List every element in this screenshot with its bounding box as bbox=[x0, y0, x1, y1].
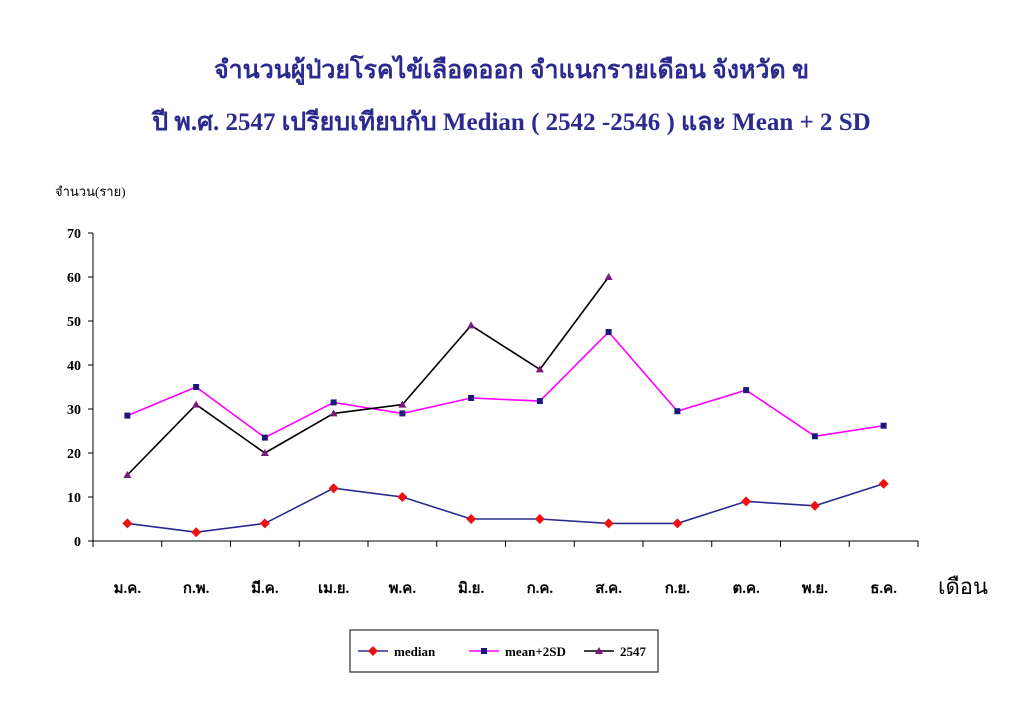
data-point bbox=[672, 518, 683, 529]
data-point bbox=[193, 384, 200, 390]
legend-marker bbox=[595, 647, 603, 654]
data-point bbox=[674, 408, 681, 415]
data-point bbox=[809, 500, 820, 511]
x-tick-label: ก.ค. bbox=[527, 581, 554, 597]
series-2547 bbox=[123, 273, 613, 478]
y-tick-label: 50 bbox=[67, 315, 81, 330]
data-point bbox=[603, 518, 614, 529]
data-point bbox=[467, 321, 476, 329]
x-tick-label: พ.ค. bbox=[389, 581, 417, 597]
x-axis-label: เดือน bbox=[938, 574, 988, 599]
y-axis-label: จำนวน(ราย) bbox=[55, 184, 126, 199]
data-point bbox=[535, 365, 544, 373]
plot-area bbox=[122, 273, 889, 538]
legend-label: median bbox=[394, 644, 436, 659]
series-mean+2SD bbox=[124, 329, 887, 441]
x-tick-label: ต.ค. bbox=[732, 581, 760, 597]
series-median bbox=[122, 478, 889, 538]
data-point bbox=[880, 422, 887, 429]
data-point bbox=[741, 496, 752, 507]
series-line bbox=[127, 483, 884, 534]
chart-title-line-2: ปี พ.ศ. 2547 เปรียบเทียบกับ Median ( 254… bbox=[152, 109, 871, 136]
x-tick-label: เม.ย. bbox=[318, 581, 350, 597]
data-point bbox=[743, 387, 750, 394]
data-point bbox=[191, 527, 202, 538]
x-tick-label: มี.ค. bbox=[251, 580, 279, 597]
data-point bbox=[466, 514, 477, 524]
data-point bbox=[534, 514, 545, 524]
legend-marker bbox=[481, 648, 487, 654]
data-point bbox=[329, 409, 338, 417]
x-tick-label: พ.ย. bbox=[802, 581, 828, 597]
data-point bbox=[397, 492, 408, 502]
data-point bbox=[399, 410, 406, 417]
x-tick-label: ธ.ค. bbox=[870, 581, 897, 597]
x-tick-label: ก.พ. bbox=[183, 581, 210, 597]
y-tick-label: 0 bbox=[74, 535, 81, 550]
data-point bbox=[604, 273, 613, 280]
data-point bbox=[605, 329, 612, 335]
data-point bbox=[259, 518, 270, 529]
axes: 0 10 20 30 40 50 60 70 ม.ค. ก.พ. มี.ค. เม.ย. พ.ค. มิ.… bbox=[67, 227, 919, 597]
data-point bbox=[260, 449, 269, 456]
y-tick-label: 40 bbox=[67, 359, 81, 374]
legend-label: mean+2SD bbox=[505, 644, 566, 659]
y-tick-label: 20 bbox=[67, 447, 81, 462]
data-point bbox=[536, 398, 543, 405]
data-point bbox=[261, 434, 268, 441]
data-point bbox=[398, 400, 407, 408]
legend-marker bbox=[368, 646, 378, 656]
x-tick-label: ส.ค. bbox=[595, 581, 622, 597]
legend: median mean+2SD 2547 bbox=[349, 629, 659, 673]
x-tick-label: ก.ย. bbox=[665, 581, 691, 597]
chart-title-line-1: จำนวนผู้ป่วยโรคไข้เลือดออก จำแนกรายเดือน… bbox=[213, 57, 810, 84]
data-point bbox=[330, 399, 337, 406]
data-point bbox=[468, 395, 475, 401]
data-point bbox=[192, 400, 201, 408]
x-tick-label: ม.ค. bbox=[114, 581, 142, 597]
y-tick-label: 70 bbox=[67, 227, 81, 242]
data-point bbox=[878, 478, 889, 489]
legend-label: 2547 bbox=[620, 644, 647, 659]
data-point bbox=[124, 412, 131, 419]
y-tick-label: 10 bbox=[67, 491, 81, 506]
y-tick-label: 30 bbox=[67, 403, 81, 418]
data-point bbox=[328, 483, 339, 494]
x-tick-label: มิ.ย. bbox=[458, 579, 484, 597]
series-line bbox=[126, 276, 610, 476]
data-point bbox=[123, 471, 132, 478]
y-tick-label: 60 bbox=[67, 271, 81, 286]
series-line bbox=[127, 330, 884, 439]
data-point bbox=[122, 518, 133, 529]
data-point bbox=[811, 433, 818, 440]
